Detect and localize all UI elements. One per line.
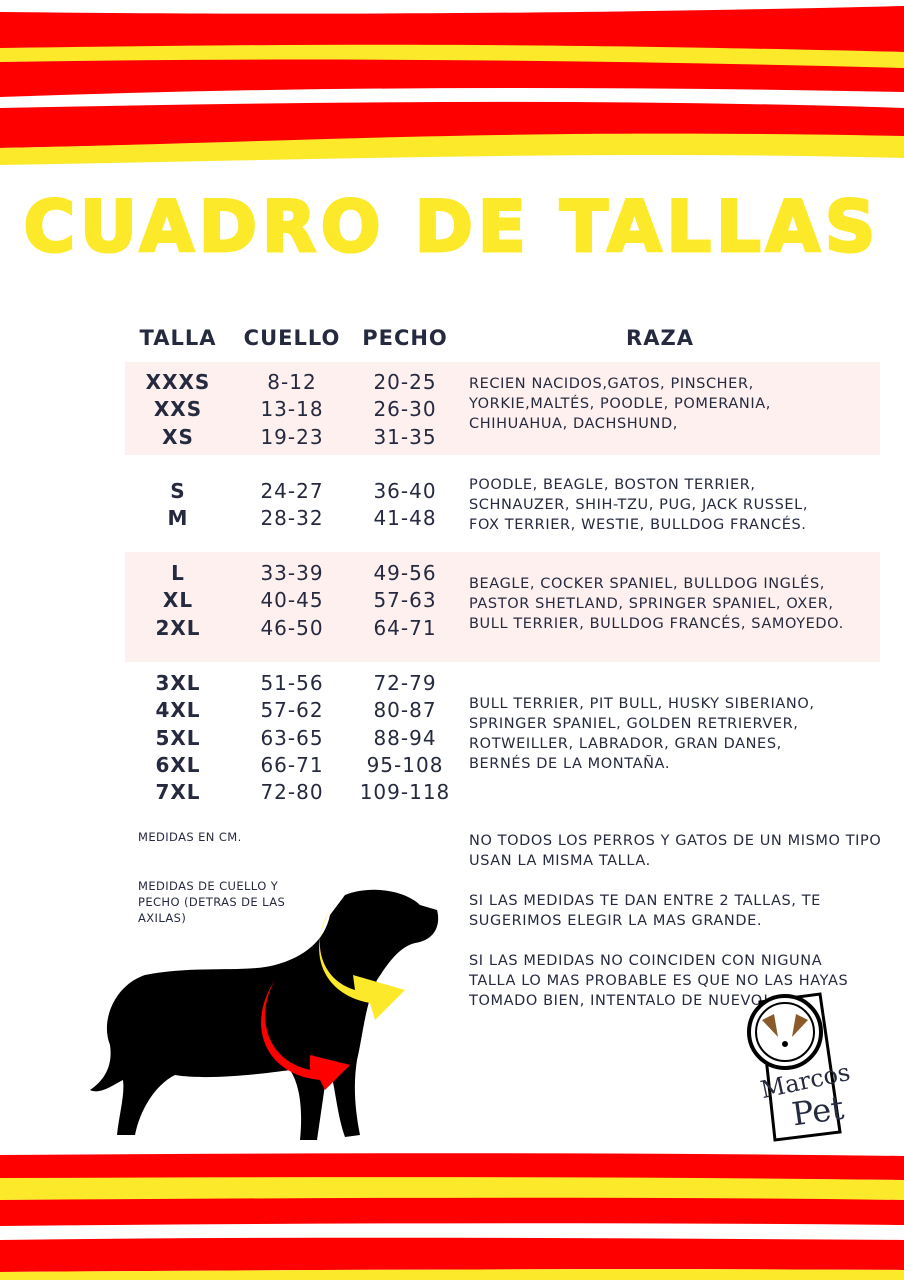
size-column: 3XL 4XL 5XL 6XL 7XL (128, 670, 228, 806)
tip-2: SI LAS MEDIDAS TE DAN ENTRE 2 TALLAS, TE… (469, 893, 821, 929)
neck-column-cell: 63-65 (260, 725, 324, 750)
neck-column-cell: 66-71 (260, 752, 324, 777)
size-column-cell: 6XL (155, 752, 201, 777)
size-column-cell: XL (162, 588, 194, 613)
size-column: L XL 2XL (128, 560, 228, 642)
units-note: MEDIDAS EN CM. (138, 830, 242, 844)
chest-column-cell: 109-118 (359, 780, 451, 805)
breed-list: RECIEN NACIDOS,GATOS, PINSCHER, YORKIE,M… (469, 376, 771, 432)
dog-measure-illustration (90, 889, 439, 1140)
size-column-cell: 2XL (155, 615, 201, 640)
neck-column: 51-56 57-62 63-65 66-71 72-80 (232, 670, 352, 806)
neck-column-cell: 40-45 (260, 588, 324, 613)
size-column-cell: M (167, 506, 189, 531)
neck-column-cell: 8-12 (267, 370, 317, 394)
size-column: XXXS XXS XS (128, 369, 228, 451)
chest-column-cell: 26-30 (373, 397, 437, 422)
neck-column: 24-27 28-32 (232, 478, 352, 533)
chest-arrow-icon (261, 980, 350, 1090)
row-band-1 (125, 362, 880, 455)
neck-column-cell: 33-39 (260, 561, 324, 585)
chest-column: 36-40 41-48 (352, 478, 458, 533)
size-column-cell: 7XL (155, 780, 201, 805)
size-column-cell: L (171, 561, 185, 585)
top-stripes (0, 6, 904, 165)
neck-column-cell: 46-50 (260, 615, 324, 640)
chest-column-cell: 80-87 (373, 698, 437, 723)
chest-column-cell: 64-71 (373, 615, 437, 640)
header-raza: RAZA (626, 326, 694, 350)
neck-arrow-icon (319, 910, 405, 1020)
chest-column-cell: 49-56 (373, 561, 437, 585)
neck-column-cell: 57-62 (260, 698, 324, 723)
size-column-cell: XXS (153, 397, 203, 422)
marcos-pet-logo: Marcos Pet (740, 992, 860, 1142)
chest-column-cell: 72-79 (373, 671, 437, 695)
row-band-3 (125, 552, 880, 662)
tip-1: NO TODOS LOS PERROS Y GATOS DE UN MISMO … (469, 833, 882, 869)
neck-column: 8-12 13-18 19-23 (232, 369, 352, 451)
chest-column: 49-56 57-63 64-71 (352, 560, 458, 642)
chest-column: 72-79 80-87 88-94 95-108 109-118 (352, 670, 458, 806)
header-cuello: CUELLO (243, 326, 341, 350)
tip-3: SI LAS MEDIDAS NO COINCIDEN CON NIGUNA T… (469, 953, 849, 1009)
header-pecho: PECHO (362, 326, 448, 350)
neck-column-cell: 24-27 (260, 479, 324, 503)
chest-column-cell: 88-94 (373, 725, 437, 750)
chest-column-cell: 95-108 (366, 752, 444, 777)
chest-column: 20-25 26-30 31-35 (352, 369, 458, 451)
header-talla: TALLA (139, 326, 217, 350)
breed-list: BEAGLE, COCKER SPANIEL, BULLDOG INGLÉS, … (469, 576, 844, 632)
neck-column-cell: 28-32 (260, 506, 324, 531)
size-column-cell: XS (162, 424, 194, 449)
chest-column-cell: 36-40 (373, 479, 437, 503)
neck-column-cell: 13-18 (260, 397, 324, 422)
chest-column-cell: 20-25 (373, 370, 437, 394)
neck-column-cell: 19-23 (260, 424, 324, 449)
measure-note: MEDIDAS DE CUELLO Y PECHO (DETRAS DE LAS… (138, 879, 286, 925)
chest-column-cell: 41-48 (373, 506, 437, 531)
breed-list: BULL TERRIER, PIT BULL, HUSKY SIBERIANO,… (469, 696, 815, 772)
size-column-cell: XXXS (145, 370, 211, 394)
neck-column-cell: 51-56 (260, 671, 324, 695)
size-column-cell: 3XL (155, 671, 201, 695)
logo-text-bottom: Pet (789, 1088, 847, 1134)
size-column-cell: 5XL (155, 725, 201, 750)
chest-column-cell: 57-63 (373, 588, 437, 613)
neck-column-cell: 72-80 (260, 780, 324, 805)
neck-column: 33-39 40-45 46-50 (232, 560, 352, 642)
breed-list: POODLE, BEAGLE, BOSTON TERRIER, SCHNAUZE… (469, 477, 809, 533)
size-column-cell: 4XL (155, 698, 201, 723)
chest-column-cell: 31-35 (373, 424, 437, 449)
page-title: CUADRO DE TALLAS (22, 185, 881, 270)
size-column-cell: S (170, 479, 186, 503)
bottom-stripes (0, 1153, 904, 1280)
